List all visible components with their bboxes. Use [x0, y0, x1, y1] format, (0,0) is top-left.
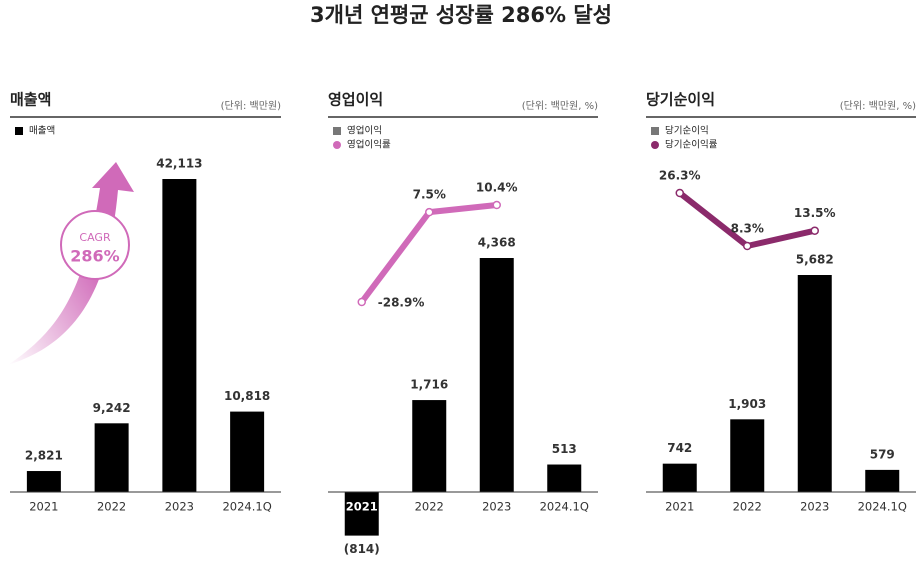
- unit-label: (단위: 백만원, %): [840, 99, 916, 112]
- line-point: [675, 188, 684, 198]
- legend-swatch: [651, 141, 659, 149]
- value-label: 7.5%: [413, 188, 446, 202]
- value-label: 8.3%: [731, 222, 764, 236]
- legend-label: 당기순이익률: [665, 139, 718, 151]
- value-label: 10,818: [224, 389, 270, 403]
- legend-label: 매출액: [29, 125, 55, 137]
- bar: [230, 411, 265, 492]
- legend-label: 영업이익: [347, 125, 382, 137]
- value-label: 579: [870, 447, 895, 461]
- x-tick-label: 2022: [415, 500, 444, 514]
- bar: [344, 492, 379, 536]
- line-point: [810, 226, 819, 235]
- unit-label: (단위: 백만원, %): [522, 99, 598, 112]
- unit-label: (단위: 백만원): [221, 99, 281, 112]
- value-label: 9,242: [93, 401, 131, 415]
- x-tick-label: 2021: [346, 500, 378, 514]
- bar: [730, 419, 765, 492]
- line-point: [357, 297, 366, 307]
- bar: [26, 471, 61, 492]
- bar: [94, 423, 129, 492]
- line-point: [425, 207, 434, 217]
- panel-title: 영업이익: [328, 91, 383, 109]
- legend-swatch: [333, 127, 341, 135]
- cagr-value: 286%: [70, 247, 119, 266]
- legend-swatch: [15, 127, 23, 135]
- x-tick-label: 2023: [800, 500, 829, 514]
- legend-label: 영업이익률: [347, 139, 391, 151]
- panel-title: 매출액: [10, 91, 51, 109]
- line: [359, 202, 498, 304]
- value-label: (814): [344, 542, 380, 556]
- x-tick-label: 2024.1Q: [222, 500, 271, 514]
- x-tick-label: 2024.1Q: [540, 500, 589, 514]
- x-tick-label: 2021: [665, 500, 694, 514]
- cagr-badge: [60, 210, 130, 280]
- legend-swatch: [651, 127, 659, 135]
- value-label: -28.9%: [378, 296, 425, 310]
- value-label: 10.4%: [476, 181, 518, 195]
- cagr-label: CAGR: [79, 231, 111, 244]
- value-label: 742: [667, 441, 692, 455]
- bar: [797, 275, 832, 492]
- value-label: 5,682: [796, 253, 834, 267]
- bar: [547, 464, 582, 492]
- value-label: 2,821: [25, 449, 63, 463]
- bar: [865, 469, 900, 492]
- x-tick-label: 2024.1Q: [858, 500, 907, 514]
- value-label: 1,716: [410, 378, 448, 392]
- line-point: [743, 241, 752, 251]
- value-label: 1,903: [728, 397, 766, 411]
- value-label: 13.5%: [794, 206, 836, 220]
- value-label: 26.3%: [659, 169, 701, 183]
- line-point: [492, 200, 501, 210]
- legend-swatch: [333, 141, 341, 149]
- bar: [662, 463, 697, 492]
- x-tick-label: 2022: [97, 500, 126, 514]
- panel-title: 당기순이익: [646, 91, 715, 109]
- x-tick-label: 2023: [482, 500, 511, 514]
- legend-label: 당기순이익: [665, 125, 709, 137]
- x-tick-label: 2023: [165, 500, 194, 514]
- bar: [412, 400, 447, 492]
- page-title: 3개년 연평균 성장률 286% 달성: [310, 3, 612, 27]
- bar: [479, 258, 514, 492]
- bar: [162, 179, 197, 492]
- value-label: 513: [552, 442, 577, 456]
- value-label: 4,368: [478, 236, 516, 250]
- x-tick-label: 2021: [29, 500, 58, 514]
- value-label: 42,113: [156, 157, 202, 171]
- x-tick-label: 2022: [733, 500, 762, 514]
